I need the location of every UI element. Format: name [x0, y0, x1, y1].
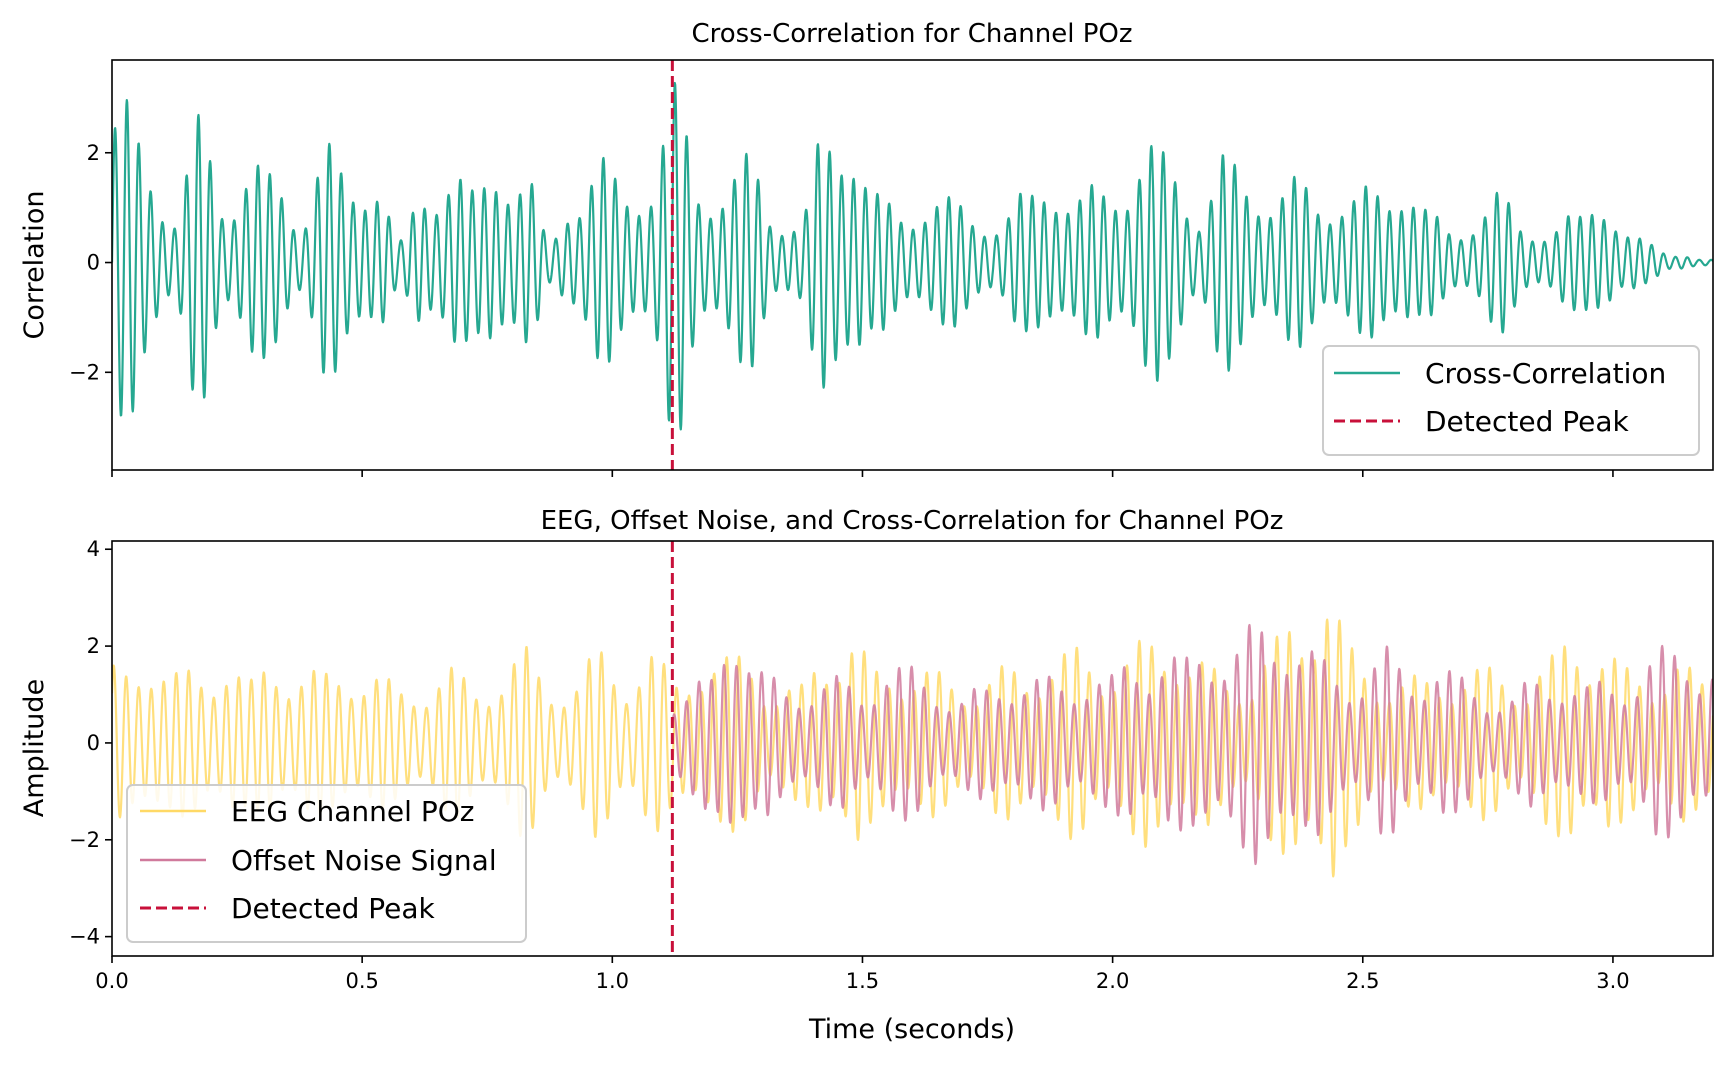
y-tick-label: −2: [69, 828, 100, 852]
bottom-plot-area: [112, 541, 1713, 956]
x-tick-label: 1.5: [846, 969, 879, 993]
top-y-axis-label: Correlation: [19, 191, 50, 340]
top-legend: Cross-Correlation Detected Peak: [1322, 345, 1700, 456]
legend-label-offset-noise: Offset Noise Signal: [231, 844, 497, 877]
y-tick-label: 0: [87, 251, 100, 275]
x-tick-label: 2.0: [1096, 969, 1129, 993]
bottom-x-ticks: 0.0 0.5 1.0 1.5 2.0 2.5 3.0: [95, 956, 1630, 993]
y-tick-label: 2: [87, 634, 100, 658]
x-tick-label: 0.5: [345, 969, 378, 993]
x-tick-label: 0.0: [95, 969, 128, 993]
top-chart-title: Cross-Correlation for Channel POz: [691, 19, 1132, 49]
legend-label-detected-peak: Detected Peak: [1425, 405, 1630, 438]
y-tick-label: 4: [87, 537, 100, 561]
top-x-ticks: [111, 470, 1614, 477]
y-tick-label: 0: [87, 731, 100, 755]
bottom-legend: EEG Channel POz Offset Noise Signal Dete…: [126, 784, 527, 943]
bottom-x-axis-label: Time (seconds): [808, 1014, 1015, 1045]
x-tick-label: 2.5: [1346, 969, 1379, 993]
series-cross-correlation: [112, 81, 1713, 431]
y-tick-label: −4: [69, 925, 100, 949]
top-y-ticks: −2 0 2: [69, 141, 112, 384]
bottom-chart-title: EEG, Offset Noise, and Cross-Correlation…: [541, 506, 1284, 536]
legend-label-cross-correlation: Cross-Correlation: [1425, 357, 1666, 390]
legend-label-eeg: EEG Channel POz: [231, 795, 474, 828]
legend-label-detected-peak: Detected Peak: [231, 892, 436, 925]
bottom-y-ticks: −4 −2 0 2 4: [69, 537, 112, 949]
x-tick-label: 1.0: [596, 969, 629, 993]
x-tick-label: 3.0: [1596, 969, 1629, 993]
bottom-y-axis-label: Amplitude: [19, 679, 50, 817]
top-axes-frame: [111, 59, 1714, 471]
bottom-axes-frame: [111, 540, 1714, 957]
series-offset-noise-signal: [671, 623, 1713, 866]
y-tick-label: 2: [87, 141, 100, 165]
top-plot-area: [112, 60, 1713, 470]
y-tick-label: −2: [69, 360, 100, 384]
